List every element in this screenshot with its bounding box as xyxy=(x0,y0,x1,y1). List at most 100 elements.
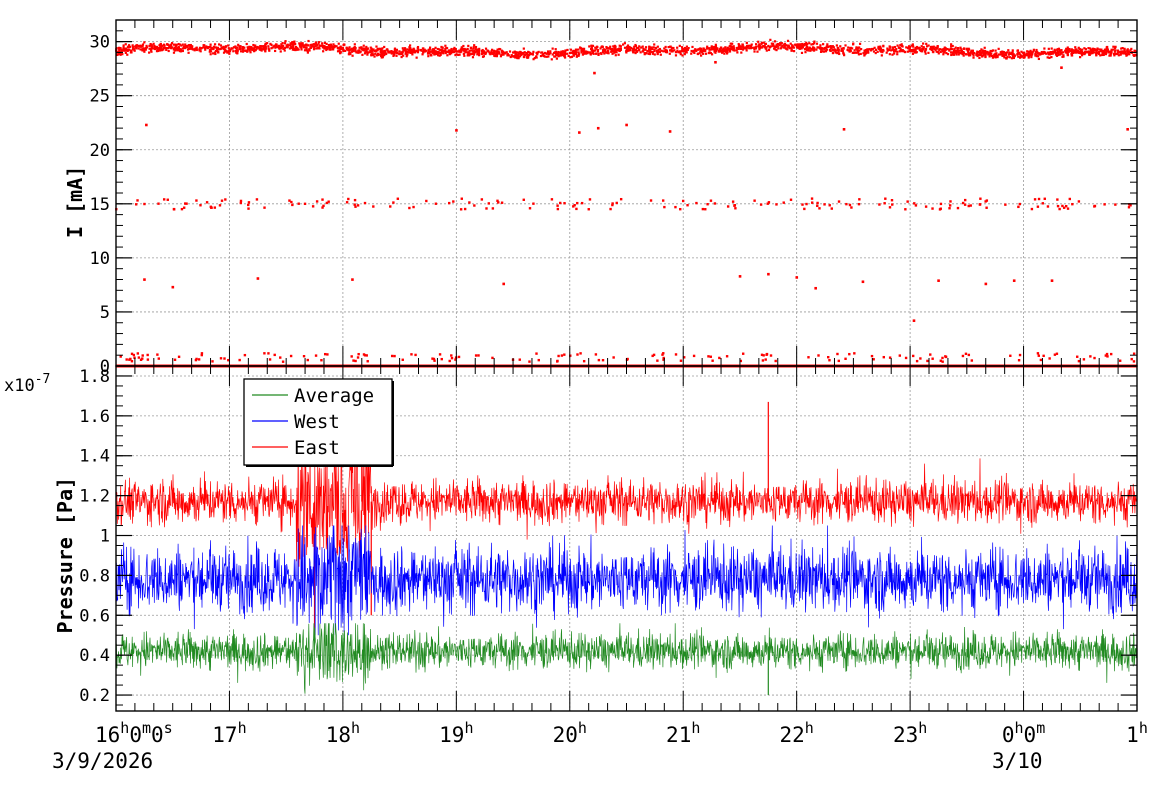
current-point xyxy=(773,47,776,50)
current-point xyxy=(1129,204,1132,207)
current-point xyxy=(428,51,431,54)
current-point xyxy=(604,51,607,54)
current-point xyxy=(357,50,360,53)
current-point xyxy=(566,48,569,52)
current-point xyxy=(327,43,330,47)
current-point xyxy=(454,50,457,53)
current-point xyxy=(590,47,593,51)
current-point xyxy=(218,48,221,51)
current-point xyxy=(704,208,707,211)
current-point xyxy=(948,49,951,52)
current-point xyxy=(731,47,735,50)
current-point xyxy=(650,50,653,54)
current-point xyxy=(535,352,538,355)
current-point xyxy=(968,54,971,57)
current-point xyxy=(373,55,376,58)
current-point xyxy=(448,53,451,56)
current-point xyxy=(268,49,271,52)
current-point xyxy=(216,49,219,52)
current-point xyxy=(224,48,227,51)
current-point xyxy=(819,47,822,50)
current-point xyxy=(984,52,987,56)
current-point xyxy=(200,353,203,357)
current-point xyxy=(723,52,726,55)
current-point xyxy=(442,49,445,53)
current-point xyxy=(200,47,203,50)
current-point xyxy=(195,199,198,202)
current-point xyxy=(995,55,998,58)
current-point xyxy=(766,202,769,205)
current-outlier-point xyxy=(593,71,596,75)
current-point xyxy=(1077,359,1081,363)
current-point xyxy=(958,49,961,52)
current-point xyxy=(808,42,811,45)
current-point xyxy=(699,49,702,53)
current-point xyxy=(344,49,347,52)
current-point xyxy=(249,51,252,54)
current-point xyxy=(486,49,490,53)
current-point xyxy=(1120,50,1123,54)
current-point xyxy=(499,55,503,58)
current-point xyxy=(877,47,880,50)
current-point xyxy=(994,52,997,55)
current-point xyxy=(371,50,374,53)
current-point xyxy=(871,47,874,51)
current-point xyxy=(152,47,155,50)
current-point xyxy=(398,50,401,53)
current-point xyxy=(837,50,840,53)
current-point xyxy=(1101,50,1104,53)
current-point xyxy=(595,47,598,50)
current-point xyxy=(1003,54,1006,57)
current-point xyxy=(786,39,790,42)
current-point xyxy=(990,54,994,58)
current-point xyxy=(864,49,867,52)
pressure-y-tick-label: 1.6 xyxy=(79,407,110,427)
current-point xyxy=(939,359,943,362)
current-point xyxy=(789,198,793,201)
current-point xyxy=(739,46,742,49)
current-point xyxy=(632,51,635,54)
current-point xyxy=(237,43,240,46)
current-point xyxy=(582,47,586,50)
current-point xyxy=(214,52,217,56)
current-point xyxy=(1091,51,1094,55)
current-point xyxy=(920,45,923,48)
current-point xyxy=(728,50,732,53)
current-point xyxy=(309,46,312,49)
current-point xyxy=(586,52,589,55)
current-point xyxy=(1017,359,1021,362)
current-point xyxy=(1052,51,1055,54)
current-point xyxy=(559,201,562,205)
current-point xyxy=(375,45,378,48)
current-point xyxy=(904,208,907,211)
pressure-y-tick-label: 1.2 xyxy=(79,487,110,507)
current-point xyxy=(956,47,960,50)
current-point xyxy=(646,49,649,53)
current-point xyxy=(850,206,853,209)
current-point xyxy=(582,52,585,55)
current-point xyxy=(510,54,513,57)
current-point xyxy=(471,52,474,55)
current-point xyxy=(266,42,269,45)
current-point xyxy=(1030,207,1034,211)
current-point xyxy=(669,45,672,48)
current-point xyxy=(878,203,881,206)
current-point xyxy=(446,50,449,53)
current-point xyxy=(117,46,121,49)
current-point xyxy=(235,48,238,51)
current-point xyxy=(484,52,487,56)
current-point xyxy=(212,52,215,55)
current-point xyxy=(429,50,432,53)
current-point xyxy=(134,45,137,48)
current-point xyxy=(944,48,948,51)
current-point xyxy=(209,49,212,52)
current-point xyxy=(204,48,207,51)
current-point xyxy=(956,51,959,54)
current-point xyxy=(439,48,443,52)
current-point xyxy=(941,48,944,51)
current-point xyxy=(497,51,501,54)
current-point xyxy=(522,51,525,55)
current-point xyxy=(561,50,564,53)
current-point xyxy=(326,46,329,49)
current-point xyxy=(726,48,729,51)
